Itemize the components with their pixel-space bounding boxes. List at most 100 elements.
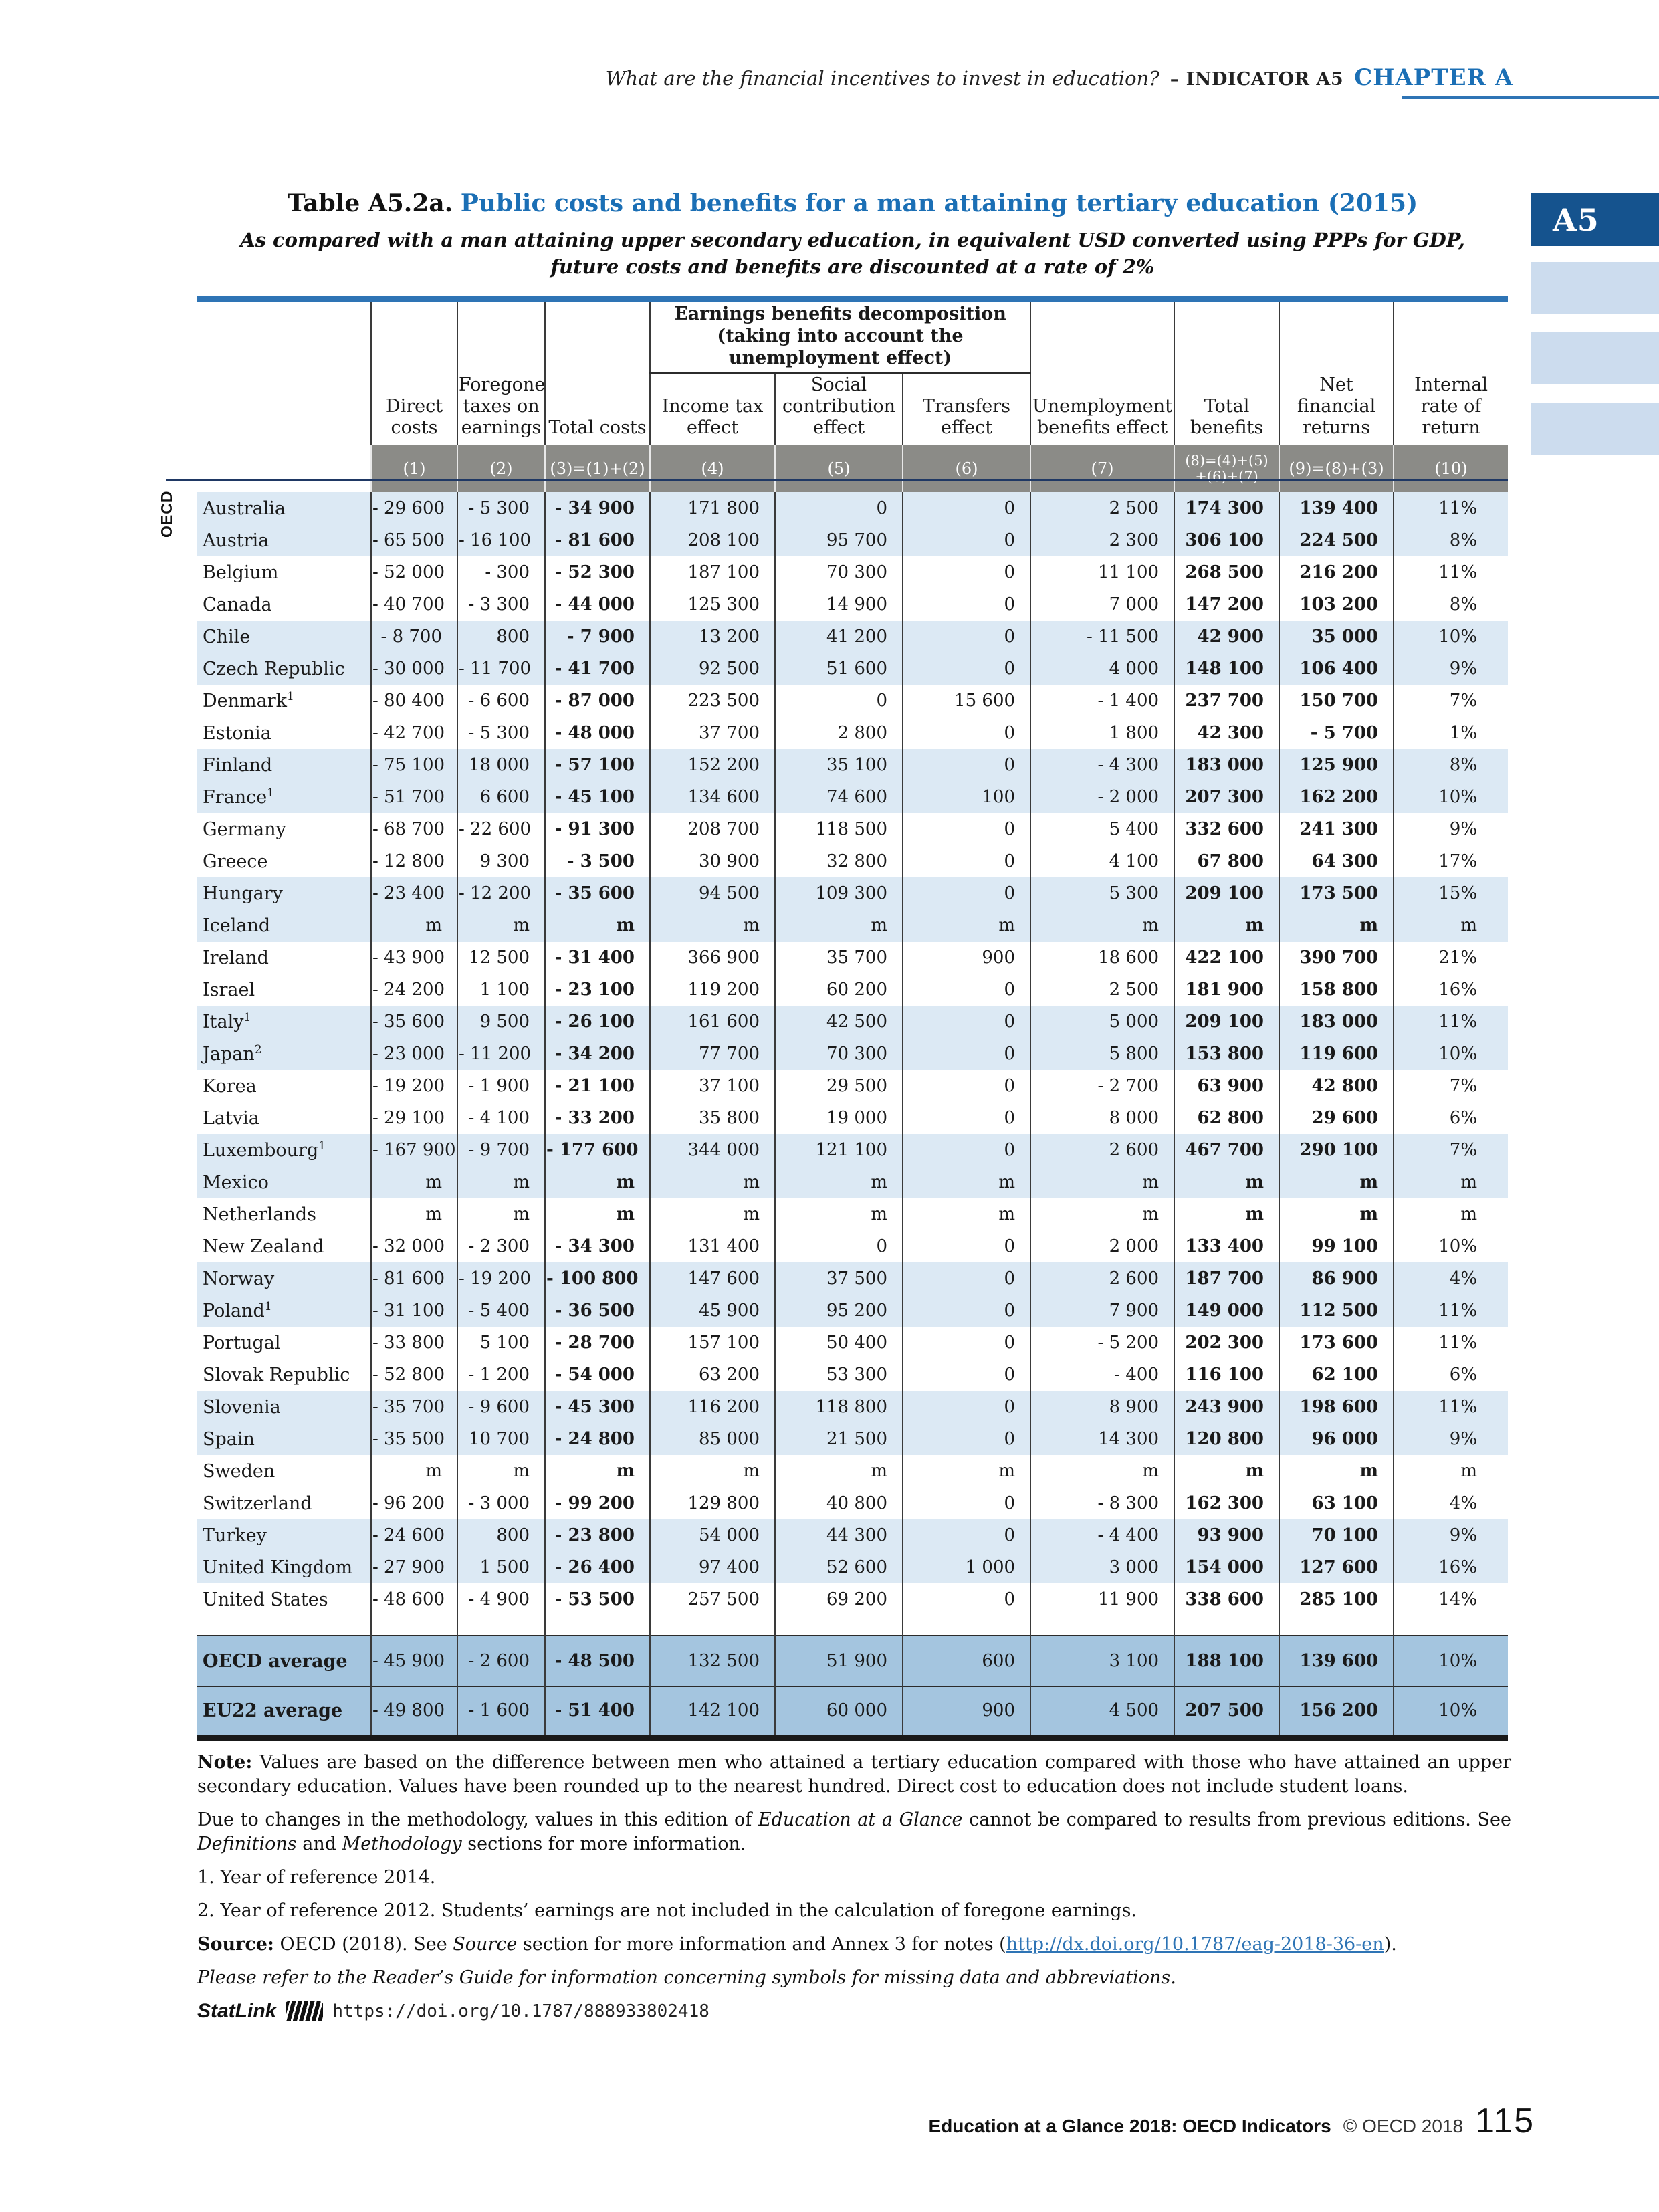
- value-cell: 0: [901, 1102, 1031, 1134]
- value-cell: - 5 200: [1030, 1327, 1175, 1359]
- value-cell: 2 300: [1030, 524, 1175, 556]
- table-row: Finland - 75 100 18 000- 57 100 152 200 35 1…: [197, 749, 1509, 781]
- country-cell: United Kingdom: [197, 1551, 371, 1583]
- value-cell: 11%: [1393, 1391, 1509, 1423]
- spacer-row: [197, 1616, 1509, 1636]
- column-number: (2): [457, 445, 545, 492]
- value-cell: 237 700: [1174, 685, 1280, 717]
- value-cell: - 6 600: [457, 685, 545, 717]
- value-cell: 127 600: [1279, 1551, 1394, 1583]
- value-cell: 63 200: [649, 1359, 775, 1391]
- value-cell: 106 400: [1279, 653, 1394, 685]
- value-cell: m: [901, 1166, 1031, 1198]
- value-cell: 5 400: [1030, 813, 1175, 845]
- value-cell: - 40 700: [370, 588, 457, 621]
- value-cell: 198 600: [1279, 1391, 1394, 1423]
- table-row: France1- 51 700 6 600- 45 100 134 600 74 60…: [197, 781, 1509, 813]
- country-cell: EU22 average: [197, 1686, 371, 1741]
- value-cell: 0: [901, 1583, 1031, 1616]
- value-cell: 15%: [1393, 877, 1509, 909]
- value-cell: - 51 400: [544, 1686, 650, 1741]
- value-cell: - 31 400: [544, 942, 650, 974]
- value-cell: 42 300: [1174, 717, 1280, 749]
- value-cell: m: [649, 909, 775, 942]
- source-doi-link[interactable]: http://dx.doi.org/10.1787/eag-2018-36-en: [1006, 1934, 1384, 1955]
- value-cell: 14 900: [774, 588, 903, 621]
- value-cell: 21 500: [774, 1423, 903, 1455]
- value-cell: 3 100: [1030, 1635, 1175, 1686]
- value-cell: 19 000: [774, 1102, 903, 1134]
- value-cell: - 2 000: [1030, 781, 1175, 813]
- running-title: What are the financial incentives to inv…: [605, 67, 1159, 90]
- value-cell: - 177 600: [544, 1134, 650, 1166]
- value-cell: 2 600: [1030, 1134, 1175, 1166]
- column-header: Total costs: [544, 372, 650, 445]
- value-cell: 390 700: [1279, 942, 1394, 974]
- value-cell: 18 600: [1030, 942, 1175, 974]
- value-cell: 183 000: [1279, 1006, 1394, 1038]
- value-cell: m: [1393, 1455, 1509, 1487]
- value-cell: 8%: [1393, 524, 1509, 556]
- value-cell: 125 900: [1279, 749, 1394, 781]
- value-cell: 10 700: [457, 1423, 545, 1455]
- data-table: Earnings benefits decomposition (taking …: [197, 296, 1509, 1741]
- value-cell: 133 400: [1174, 1230, 1280, 1262]
- value-cell: 188 100: [1174, 1635, 1280, 1686]
- header-rule: [1402, 96, 1659, 99]
- country-cell: Iceland: [197, 909, 371, 942]
- value-cell: 467 700: [1174, 1134, 1280, 1166]
- value-cell: 2 600: [1030, 1262, 1175, 1295]
- value-cell: 224 500: [1279, 524, 1394, 556]
- value-cell: 85 000: [649, 1423, 775, 1455]
- value-cell: 9%: [1393, 1519, 1509, 1551]
- country-cell: Spain: [197, 1423, 371, 1455]
- value-cell: 0: [901, 492, 1031, 524]
- value-cell: 344 000: [649, 1134, 775, 1166]
- indicator-label: – INDICATOR A5: [1170, 69, 1344, 90]
- table-row: Ireland - 43 900 12 500- 31 400 366 900 35 7…: [197, 942, 1509, 974]
- table-row: Netherlands m m m m m m m m m m: [197, 1198, 1509, 1230]
- footnote-marker: 2: [254, 1043, 262, 1057]
- table-row: Norway - 81 600- 19 200- 100 800 147 600 37…: [197, 1262, 1509, 1295]
- value-cell: - 2 700: [1030, 1070, 1175, 1102]
- value-cell: 4%: [1393, 1487, 1509, 1519]
- value-cell: m: [649, 1166, 775, 1198]
- value-cell: 268 500: [1174, 556, 1280, 588]
- value-cell: 900: [901, 1686, 1031, 1741]
- value-cell: 29 600: [1279, 1102, 1394, 1134]
- column-header: Unemployment benefits effect: [1030, 372, 1175, 445]
- value-cell: 77 700: [649, 1038, 775, 1070]
- table-row: Luxembourg1- 167 900- 9 700- 177 600 344 …: [197, 1134, 1509, 1166]
- value-cell: 147 600: [649, 1262, 775, 1295]
- value-cell: - 4 400: [1030, 1519, 1175, 1551]
- page-number: 115: [1475, 2102, 1535, 2140]
- value-cell: - 30 000: [370, 653, 457, 685]
- country-cell: Latvia: [203, 1107, 259, 1129]
- table-row: Iceland m m m m m m m m m m: [197, 909, 1509, 942]
- value-cell: - 11 200: [457, 1038, 545, 1070]
- value-cell: 54 000: [649, 1519, 775, 1551]
- value-cell: m: [544, 1166, 650, 1198]
- value-cell: 338 600: [1174, 1583, 1280, 1616]
- statlink-url[interactable]: https://doi.org/10.1787/888933802418: [332, 2001, 709, 2021]
- value-cell: 152 200: [649, 749, 775, 781]
- value-cell: 132 500: [649, 1635, 775, 1686]
- country-cell: Poland1: [197, 1295, 371, 1327]
- value-cell: 118 800: [774, 1391, 903, 1423]
- table-row: Chile - 8 700 800- 7 900 13 200 41 200 0- 11 …: [197, 621, 1509, 653]
- value-cell: 8 900: [1030, 1391, 1175, 1423]
- value-cell: 0: [901, 1134, 1031, 1166]
- value-cell: m: [370, 1455, 457, 1487]
- value-cell: - 5 300: [457, 717, 545, 749]
- country-cell: Denmark1: [203, 690, 294, 711]
- column-header: Foregone taxes on earnings: [457, 372, 545, 445]
- value-cell: 0: [901, 1038, 1031, 1070]
- value-cell: 162 200: [1279, 781, 1394, 813]
- table-notes: Note: Values are based on the difference…: [197, 1751, 1511, 2023]
- table-row: Australia - 29 600- 5 300- 34 900 171 800 0…: [197, 492, 1509, 524]
- value-cell: 109 300: [774, 877, 903, 909]
- column-header-row: Direct costs Foregone taxes on earnings To…: [197, 372, 1509, 445]
- value-cell: 50 400: [774, 1327, 903, 1359]
- value-cell: 134 600: [649, 781, 775, 813]
- value-cell: 42 500: [774, 1006, 903, 1038]
